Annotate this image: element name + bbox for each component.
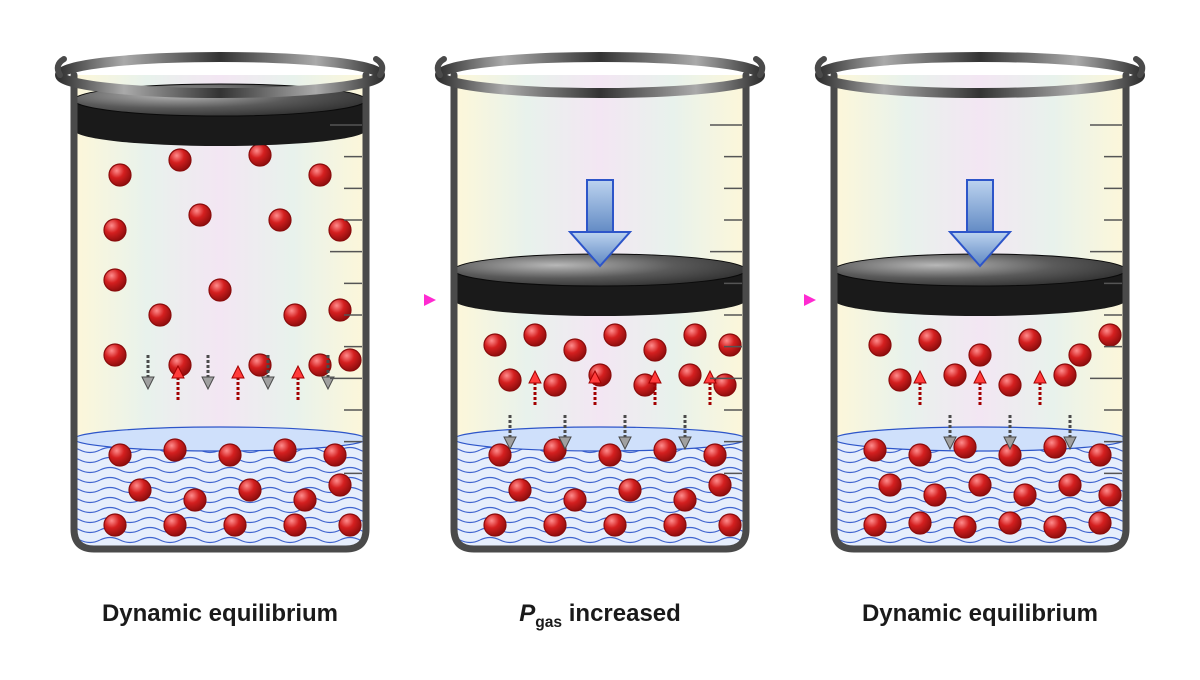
molecule [284, 304, 306, 326]
molecule [954, 436, 976, 458]
beaker-A [58, 57, 383, 549]
molecule [709, 474, 731, 496]
molecule [999, 374, 1021, 396]
molecule [1019, 329, 1041, 351]
molecule [484, 514, 506, 536]
molecule [619, 479, 641, 501]
molecule [209, 279, 231, 301]
molecule [919, 329, 941, 351]
molecule [909, 512, 931, 534]
molecule [719, 514, 741, 536]
beaker-C [818, 57, 1143, 549]
molecule [544, 514, 566, 536]
molecule [1014, 484, 1036, 506]
molecule [944, 364, 966, 386]
molecule [564, 339, 586, 361]
molecule [719, 334, 741, 356]
molecule [704, 444, 726, 466]
molecule [564, 489, 586, 511]
molecule [544, 374, 566, 396]
molecule [269, 209, 291, 231]
molecule [104, 219, 126, 241]
molecule [1054, 364, 1076, 386]
molecule [1069, 344, 1091, 366]
molecule [329, 219, 351, 241]
transition-arrow-2 [772, 294, 816, 306]
molecule [1099, 324, 1121, 346]
molecule [889, 369, 911, 391]
molecule [129, 479, 151, 501]
beaker-B [438, 57, 763, 549]
molecule [604, 514, 626, 536]
label-panel-b: Pgas increased [440, 600, 760, 632]
molecule [169, 149, 191, 171]
molecule [184, 489, 206, 511]
molecule [219, 444, 241, 466]
transition-arrow-1 [392, 294, 436, 306]
molecule [999, 512, 1021, 534]
molecule [104, 344, 126, 366]
molecule [284, 514, 306, 536]
molecule [104, 514, 126, 536]
molecule [599, 444, 621, 466]
molecule [1089, 512, 1111, 534]
molecule [149, 304, 171, 326]
molecule [1099, 484, 1121, 506]
molecule [954, 516, 976, 538]
label-panel-c: Dynamic equilibrium [820, 600, 1140, 628]
molecule [499, 369, 521, 391]
molecule [509, 479, 531, 501]
molecule [714, 374, 736, 396]
molecule [339, 349, 361, 371]
molecule [309, 164, 331, 186]
molecule [489, 444, 511, 466]
molecule [189, 204, 211, 226]
molecule [104, 269, 126, 291]
molecule [339, 514, 361, 536]
molecule [869, 334, 891, 356]
molecule [1044, 516, 1066, 538]
molecule [654, 439, 676, 461]
molecule [164, 514, 186, 536]
molecule [109, 164, 131, 186]
molecule [864, 439, 886, 461]
molecule [644, 339, 666, 361]
molecule [909, 444, 931, 466]
molecule [249, 144, 271, 166]
molecule [1059, 474, 1081, 496]
molecule [274, 439, 296, 461]
molecule [924, 484, 946, 506]
molecule [604, 324, 626, 346]
molecule [484, 334, 506, 356]
diagram-svg [0, 0, 1200, 675]
molecule [294, 489, 316, 511]
molecule [664, 514, 686, 536]
molecule [164, 439, 186, 461]
label-panel-a: Dynamic equilibrium [60, 600, 380, 628]
molecule [329, 299, 351, 321]
molecule [969, 474, 991, 496]
molecule [1044, 436, 1066, 458]
molecule [224, 514, 246, 536]
molecule [324, 444, 346, 466]
molecule [864, 514, 886, 536]
molecule [879, 474, 901, 496]
molecule [109, 444, 131, 466]
molecule [969, 344, 991, 366]
molecule [684, 324, 706, 346]
molecule [1089, 444, 1111, 466]
diagram-canvas: Dynamic equilibrium Pgas increased Dynam… [0, 0, 1200, 675]
molecule [679, 364, 701, 386]
molecule [239, 479, 261, 501]
molecule [674, 489, 696, 511]
molecule [329, 474, 351, 496]
molecule [524, 324, 546, 346]
